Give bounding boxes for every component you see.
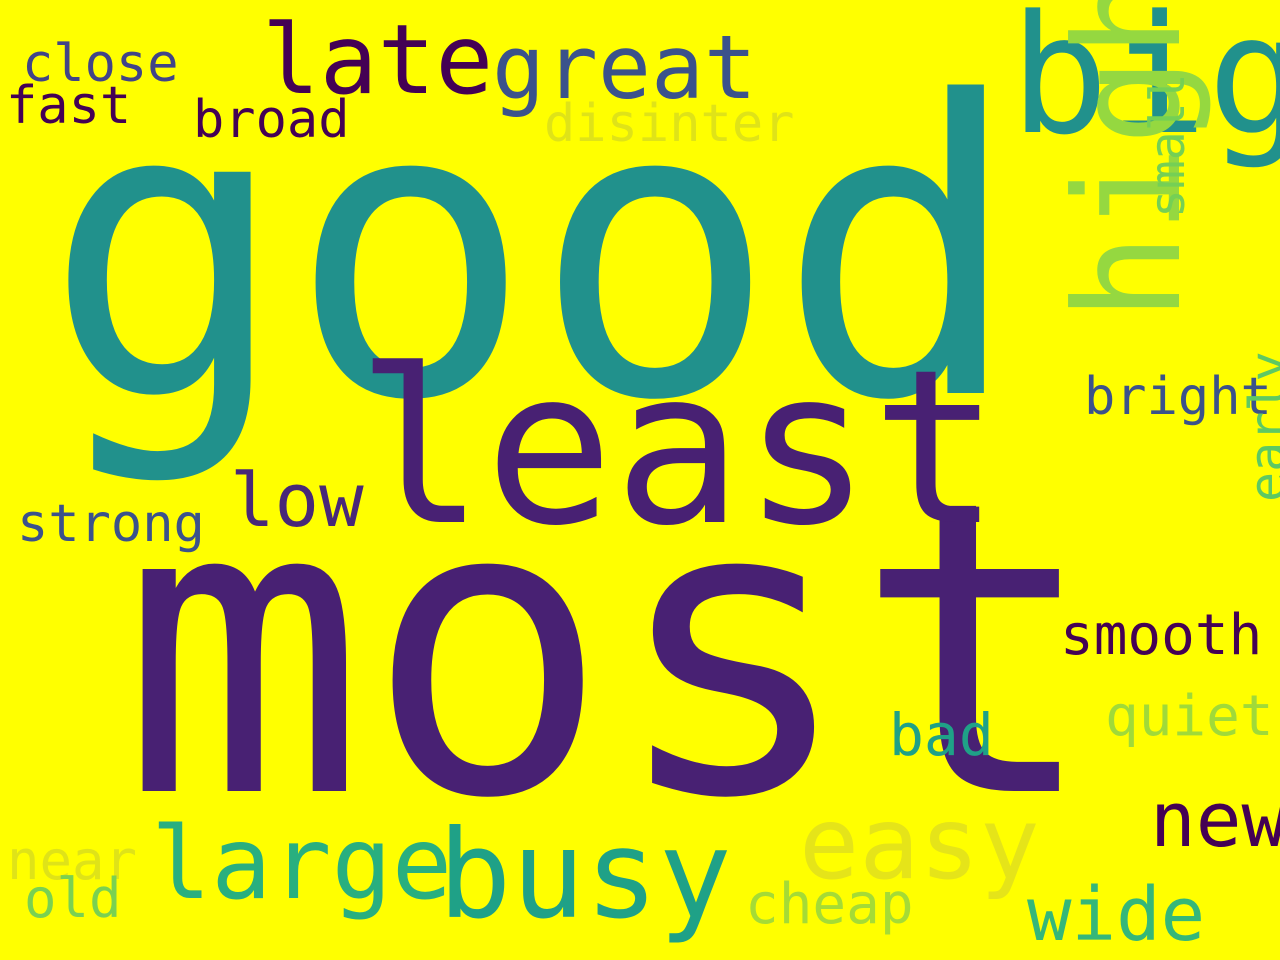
word-cheap: cheap bbox=[745, 872, 914, 937]
word-strong: strong bbox=[17, 494, 205, 554]
word-big: big bbox=[1010, 0, 1280, 171]
word-early: early bbox=[1239, 351, 1280, 502]
word-old: old bbox=[24, 867, 122, 930]
word-disinter: disinter bbox=[544, 94, 795, 154]
word-close: close bbox=[22, 34, 179, 94]
word-quiet: quiet bbox=[1105, 684, 1274, 749]
word-busy: busy bbox=[438, 804, 732, 946]
word-good: good bbox=[44, 16, 1022, 489]
word-wide: wide bbox=[1027, 872, 1206, 958]
word-large: large bbox=[151, 805, 453, 922]
word-great: great bbox=[492, 16, 757, 119]
word-easy: easy bbox=[799, 785, 1040, 902]
word-most: most bbox=[121, 414, 1099, 887]
word-least: least bbox=[356, 324, 1001, 573]
word-low: low bbox=[230, 458, 364, 544]
word-bad: bad bbox=[889, 701, 994, 769]
word-bright: bright bbox=[1084, 367, 1272, 427]
word-fast: fast bbox=[6, 76, 132, 136]
word-new: new bbox=[1150, 775, 1280, 864]
word-late: late bbox=[262, 4, 494, 116]
word-broad: broad bbox=[193, 90, 350, 150]
word-small: small bbox=[1140, 73, 1196, 219]
word-near: near bbox=[7, 829, 138, 892]
word-smooth: smooth bbox=[1060, 603, 1263, 668]
